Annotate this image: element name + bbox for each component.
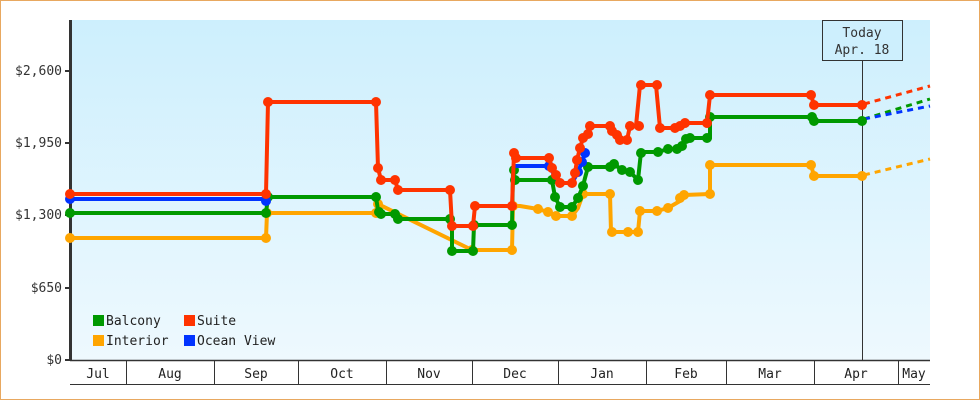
y-label-2600: $2,600	[15, 64, 62, 79]
today-date: Apr. 18	[835, 43, 890, 58]
month-feb: Feb	[674, 367, 698, 382]
forecast-ocean-view	[863, 104, 931, 121]
month-apr: Apr	[844, 367, 868, 382]
y-label-1950: $1,950	[15, 136, 62, 151]
month-separators	[126, 361, 899, 384]
y-label-650: $650	[31, 281, 62, 296]
legend-label-balcony: Balcony	[106, 314, 161, 329]
legend-swatch-suite	[184, 315, 195, 326]
legend-label-interior: Interior	[106, 334, 169, 349]
legend-item-suite: Suite	[184, 314, 236, 329]
legend-item-ocean-view: Ocean View	[184, 334, 275, 349]
month-nov: Nov	[417, 367, 441, 382]
month-dec: Dec	[503, 367, 526, 382]
legend-item-balcony: Balcony	[93, 314, 161, 329]
month-may: May	[902, 367, 926, 382]
month-sep: Sep	[244, 367, 268, 382]
series-balcony	[65, 112, 867, 256]
legend-item-interior: Interior	[93, 334, 169, 349]
legend: Balcony Suite Interior Ocean View	[93, 314, 275, 349]
plot-area	[71, 20, 930, 360]
forecast-lines	[863, 84, 931, 177]
legend-label-ocean-view: Ocean View	[197, 334, 275, 349]
month-oct: Oct	[330, 367, 353, 382]
legend-swatch-ocean-view	[184, 335, 195, 346]
y-label-1300: $1,300	[15, 208, 62, 223]
legend-swatch-balcony	[93, 315, 104, 326]
month-jan: Jan	[590, 367, 613, 382]
legend-label-suite: Suite	[197, 314, 236, 329]
month-aug: Aug	[158, 367, 181, 382]
today-label: Today	[842, 26, 881, 41]
y-label-0: $0	[46, 353, 62, 368]
legend-swatch-interior	[93, 335, 104, 346]
today-box	[822, 20, 903, 61]
series-suite	[65, 80, 867, 231]
forecast-interior	[863, 157, 931, 177]
forecast-suite	[863, 84, 931, 106]
month-jul: Jul	[86, 367, 109, 382]
month-mar: Mar	[758, 367, 782, 382]
